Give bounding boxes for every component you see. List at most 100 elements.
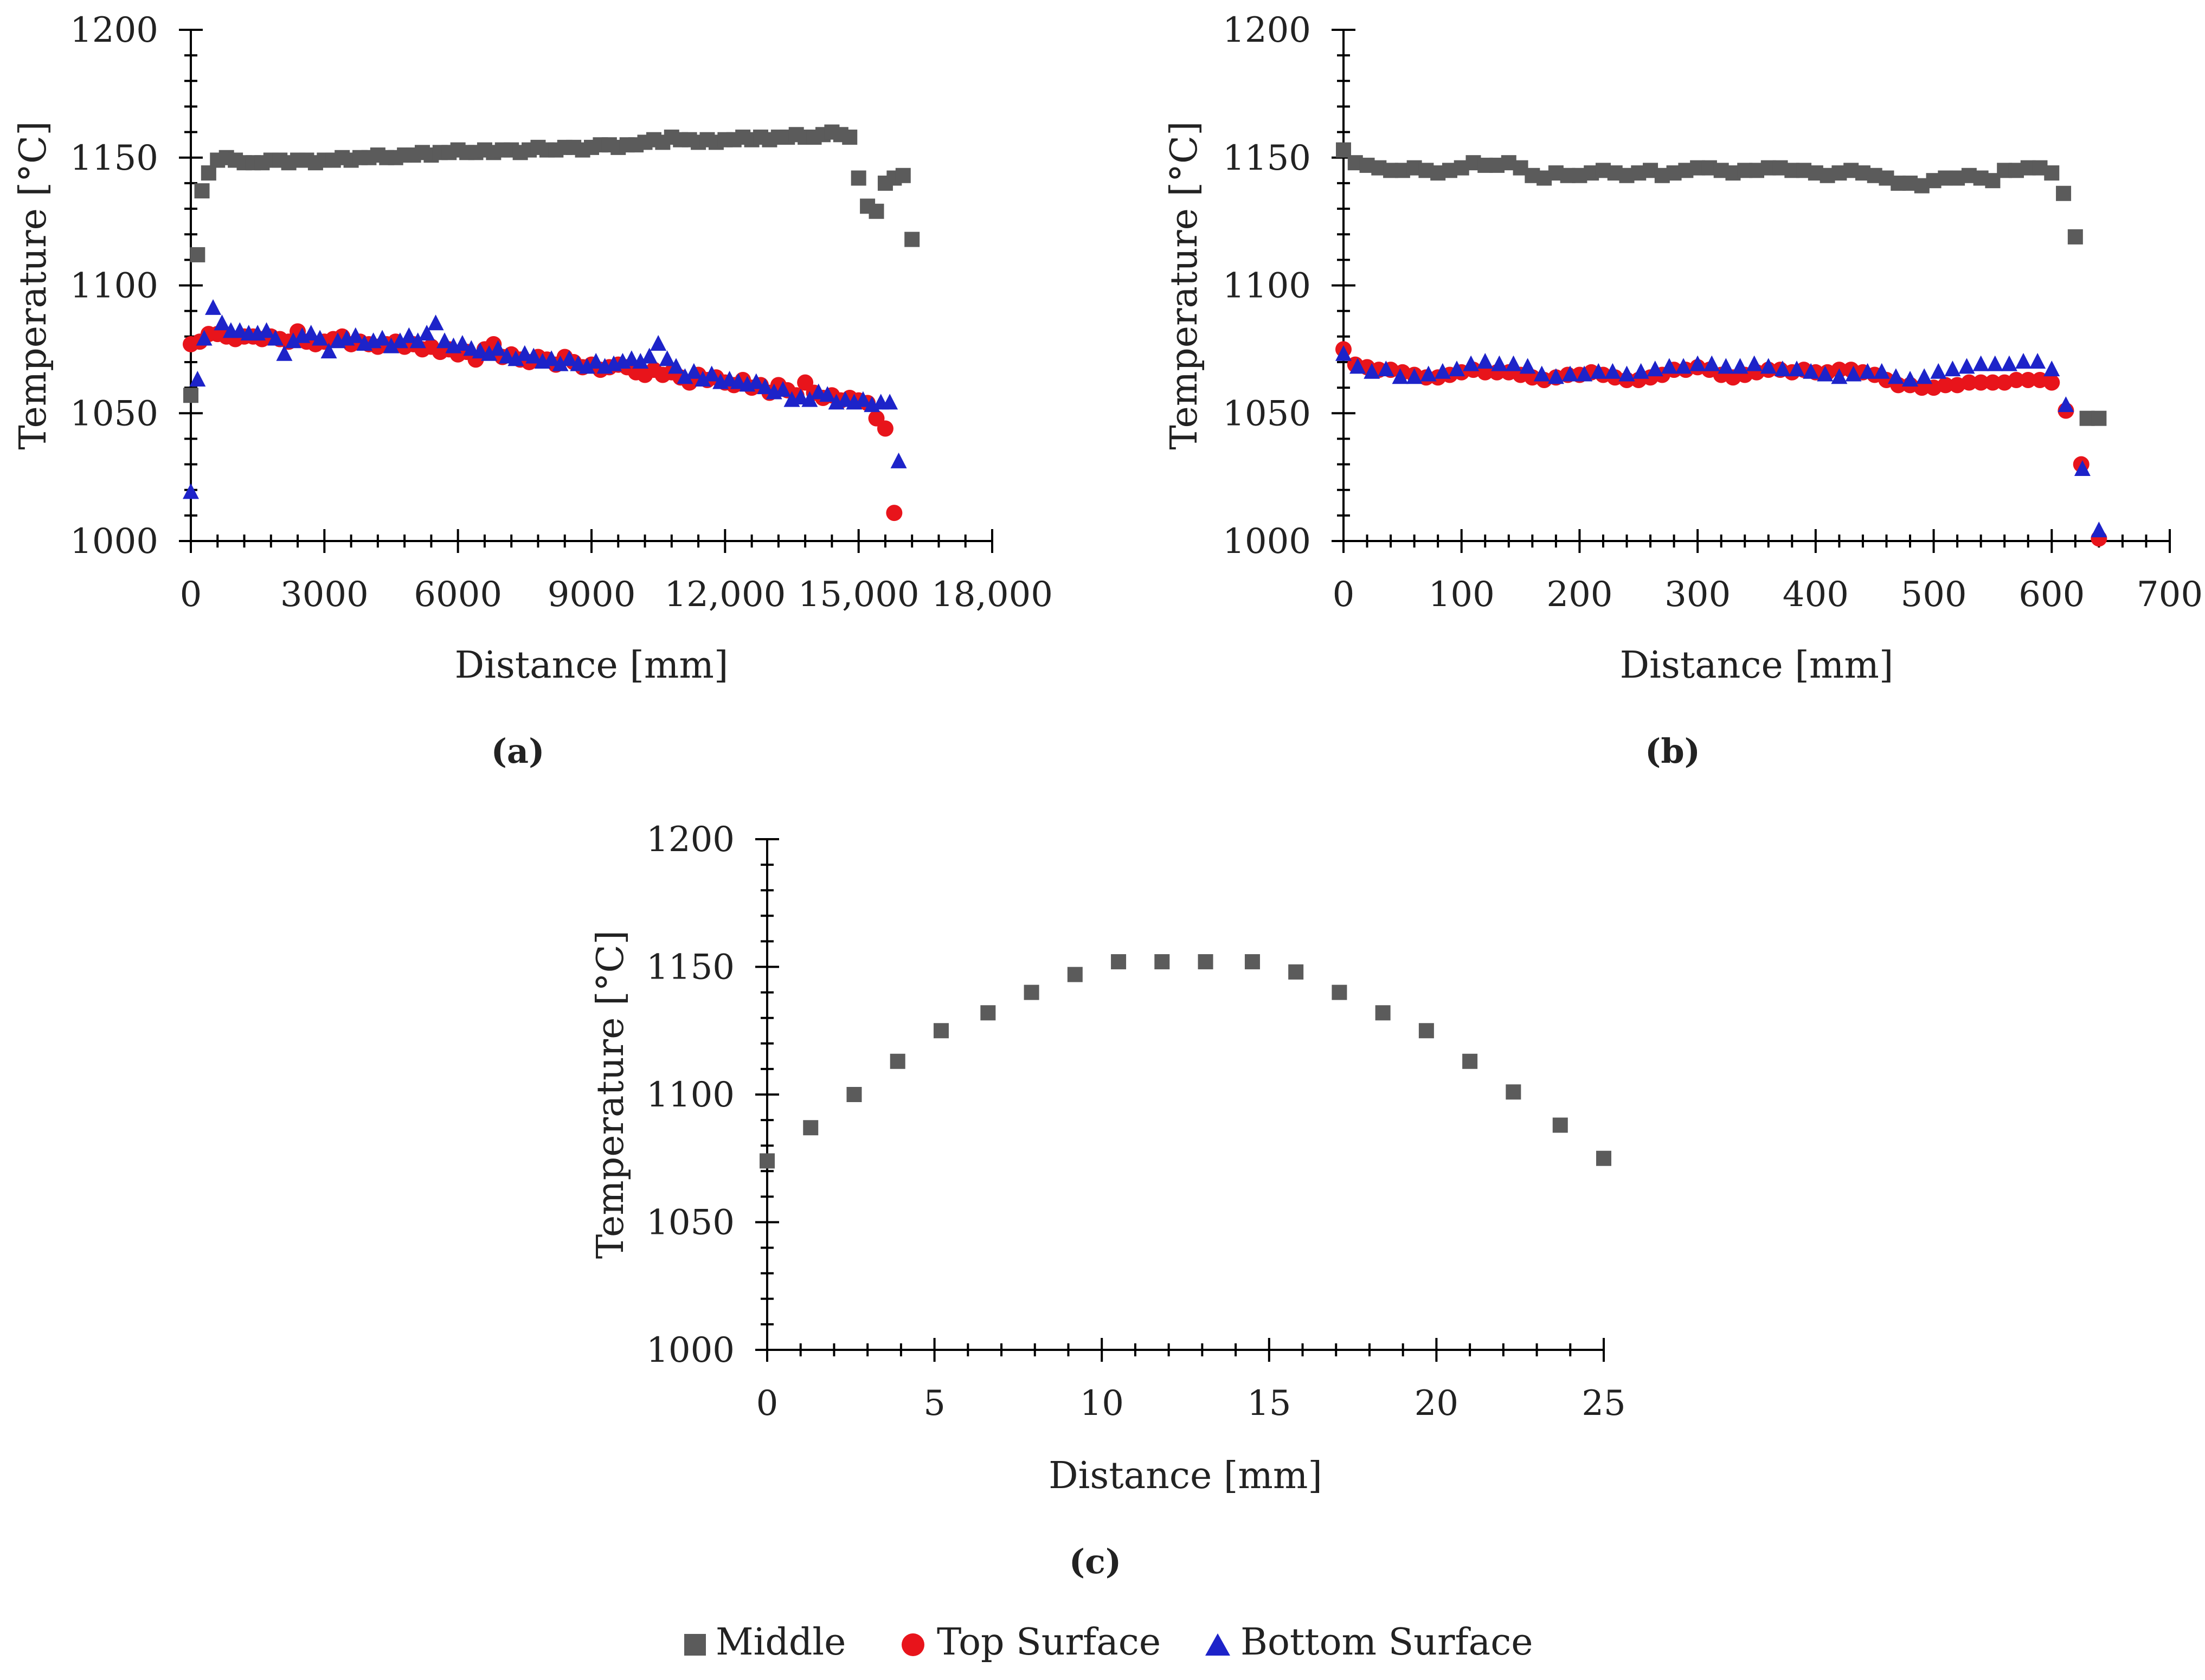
y-tick-label: 1050: [1223, 394, 1311, 434]
data-point-bottom-surface: [1902, 370, 1919, 387]
data-point-bottom-surface: [543, 350, 560, 366]
data-point-bottom-surface: [854, 391, 871, 407]
y-axis-title: Temperature [°C]: [12, 121, 55, 449]
y-tick-label: 1100: [70, 266, 158, 306]
data-point-bottom-surface: [409, 332, 426, 349]
series-middle: [760, 954, 1611, 1169]
data-point-bottom-surface: [1378, 361, 1394, 377]
legend-label-top-surface: Top Surface: [937, 1621, 1161, 1664]
data-point-bottom-surface: [668, 358, 685, 374]
data-point-middle: [1552, 1117, 1568, 1133]
data-point-bottom-surface: [1774, 361, 1791, 377]
data-point-middle: [1067, 967, 1083, 982]
data-point-bottom-surface: [1434, 363, 1451, 379]
panel-label: (a): [491, 731, 545, 771]
data-point-bottom-surface: [427, 314, 444, 331]
data-point-bottom-surface: [1887, 368, 1904, 384]
data-point-bottom-surface: [267, 330, 284, 346]
data-point-bottom-surface: [1590, 363, 1607, 379]
data-point-middle: [201, 165, 216, 181]
y-tick-label: 1200: [70, 10, 158, 50]
data-point-bottom-surface: [552, 355, 569, 371]
x-tick-label: 15,000: [798, 575, 920, 615]
data-point-bottom-surface: [1845, 365, 1862, 382]
legend-marker-top-surface: [902, 1633, 924, 1656]
data-point-bottom-surface: [383, 337, 400, 353]
data-point-bottom-surface: [498, 347, 515, 364]
x-tick-label: 300: [1664, 575, 1731, 615]
data-point-bottom-surface: [650, 334, 667, 351]
data-point-bottom-surface: [2001, 355, 2017, 371]
data-point-bottom-surface: [792, 388, 809, 404]
y-tick-label: 1050: [646, 1203, 735, 1243]
panel-label: (b): [1645, 731, 1700, 771]
data-point-bottom-surface: [1392, 368, 1409, 384]
data-point-middle: [1596, 1150, 1611, 1166]
x-tick-label: 3000: [280, 575, 369, 615]
data-point-bottom-surface: [1364, 363, 1380, 379]
data-point-middle: [869, 203, 884, 219]
data-point-bottom-surface: [1718, 358, 1734, 374]
data-point-middle: [980, 1005, 996, 1021]
y-tick-label: 1150: [70, 138, 158, 178]
data-point-bottom-surface: [1972, 355, 1989, 371]
data-point-bottom-surface: [748, 373, 764, 389]
data-point-bottom-surface: [1661, 358, 1677, 374]
x-tick-label: 600: [2018, 575, 2085, 615]
data-point-bottom-surface: [1930, 363, 1947, 379]
data-point-bottom-surface: [578, 358, 595, 374]
data-point-bottom-surface: [570, 355, 587, 371]
legend-marker-middle: [684, 1634, 706, 1656]
chart-panel-c: 1000 1050 1100 1150 1200 0 5 10 15 20 25 Distance […: [589, 820, 1626, 1581]
series-middle: [1336, 142, 2107, 426]
x-tick-label: 18,000: [931, 575, 1053, 615]
data-point-bottom-surface: [454, 334, 471, 351]
data-point-bottom-surface: [1477, 352, 1494, 369]
data-point-bottom-surface: [1632, 363, 1649, 379]
data-point-bottom-surface: [890, 452, 907, 468]
y-tick-label: 1100: [1223, 266, 1311, 306]
data-point-bottom-surface: [1760, 358, 1777, 374]
y-tick-label: 1000: [1223, 522, 1311, 562]
data-point-bottom-surface: [1420, 365, 1437, 382]
data-point-middle: [890, 1053, 905, 1069]
data-point-bottom-surface: [2043, 361, 2060, 377]
data-point-middle: [846, 1087, 862, 1102]
data-point-bottom-surface: [1406, 368, 1423, 384]
data-point-middle: [1506, 1084, 1521, 1100]
y-tick-label: 1000: [646, 1330, 735, 1370]
data-point-bottom-surface: [401, 327, 417, 343]
data-point-bottom-surface: [1533, 365, 1550, 382]
data-point-bottom-surface: [1491, 355, 1508, 371]
data-point-bottom-surface: [472, 343, 488, 359]
data-point-bottom-surface: [1916, 368, 1933, 384]
x-tick-label: 9000: [548, 575, 636, 615]
x-tick-label: 25: [1582, 1383, 1625, 1424]
x-axis-title: Distance [mm]: [1620, 644, 1894, 687]
data-point-bottom-surface: [419, 325, 435, 341]
x-axis-title: Distance [mm]: [455, 644, 729, 687]
data-point-bottom-surface: [641, 347, 658, 364]
data-point-middle: [1111, 954, 1127, 970]
data-point-bottom-surface: [1463, 355, 1480, 371]
data-point-bottom-surface: [1873, 363, 1890, 379]
x-tick-label: 200: [1546, 575, 1612, 615]
data-point-bottom-surface: [183, 483, 199, 499]
series-bottom: [1335, 345, 2107, 538]
data-point-bottom-surface: [1746, 355, 1763, 371]
data-point-bottom-surface: [695, 370, 711, 387]
x-tick-label: 15: [1247, 1383, 1291, 1424]
data-point-bottom-surface: [588, 352, 605, 369]
data-point-bottom-surface: [214, 314, 230, 331]
data-point-bottom-surface: [1576, 365, 1593, 382]
legend-label-middle: Middle: [716, 1621, 846, 1664]
series-bottom: [183, 299, 907, 499]
data-point-middle: [842, 130, 858, 145]
data-point-bottom-surface: [632, 352, 649, 369]
data-point-middle: [803, 1120, 819, 1136]
data-point-middle: [1288, 964, 1304, 980]
x-tick-label: 10: [1079, 1383, 1123, 1424]
data-point-bottom-surface: [391, 332, 408, 349]
data-point-bottom-surface: [303, 325, 319, 341]
